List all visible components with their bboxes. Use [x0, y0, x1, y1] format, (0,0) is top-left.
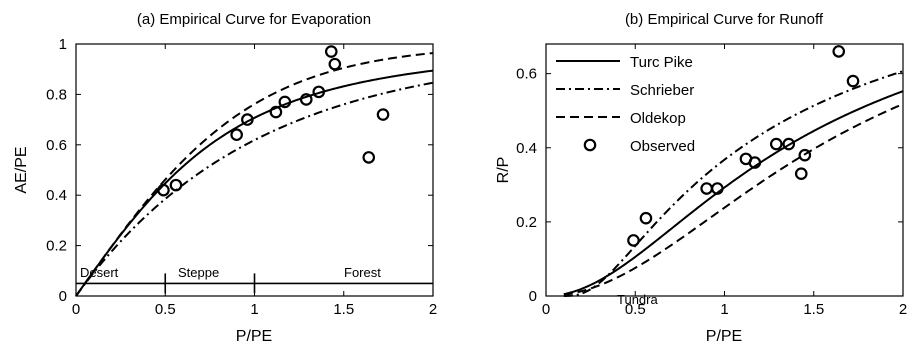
observed-point	[846, 74, 860, 88]
observed-point	[328, 57, 342, 71]
x-axis-label-evaporation: P/PE	[236, 328, 272, 345]
y-tick-label: 0.4	[516, 140, 537, 157]
legend-label-observed: Observed	[630, 138, 695, 155]
region-label-tundra: Tundra	[617, 292, 658, 307]
regions-evaporation: Desert Steppe Forest	[76, 265, 433, 294]
observed-point	[230, 128, 243, 142]
x-axis-label-runoff: P/PE	[706, 328, 742, 345]
legend-label-schrieber: Schrieber	[630, 82, 694, 99]
observed-point	[324, 45, 338, 58]
legend-label-turc-pike: Turc Pike	[630, 54, 693, 71]
observed-point	[700, 182, 713, 195]
y-axis-label-evaporation: AE/PE	[13, 146, 30, 193]
observed-point	[798, 148, 812, 162]
legend-marker-observed	[583, 138, 597, 152]
observed-point	[312, 85, 326, 99]
plot-frame-evaporation	[75, 43, 434, 297]
observed-point	[639, 211, 653, 225]
observed-point	[711, 182, 724, 195]
region-label-desert: Desert	[80, 265, 119, 280]
chart-title-runoff: (b) Empirical Curve for Runoff	[625, 11, 824, 28]
panel-evaporation: (a) Empirical Curve for Evaporation AE/P…	[13, 11, 437, 345]
observed-point	[832, 45, 846, 58]
series-line-schrieber	[563, 70, 904, 297]
legend-label-oldekop: Oldekop	[630, 110, 686, 127]
series-line-oldekop	[563, 103, 904, 296]
observed-point	[278, 95, 292, 109]
region-label-forest: Forest	[344, 265, 381, 280]
y-tick-label: 0	[529, 288, 537, 305]
observed-point	[241, 113, 254, 126]
observed-point	[269, 105, 283, 119]
region-label-steppe: Steppe	[178, 265, 219, 280]
y-tick-label: 0.4	[46, 187, 67, 204]
observed-point	[376, 108, 390, 121]
y-tick-label: 1	[59, 36, 67, 53]
x-tick-label: 0	[542, 301, 550, 318]
observed-point	[299, 93, 313, 106]
observed-point	[169, 178, 183, 192]
observed-points-evaporation	[157, 45, 390, 197]
observed-points-runoff	[627, 45, 860, 247]
series-line-oldekop	[75, 52, 434, 297]
observed-point	[748, 156, 762, 169]
y-tick-label: 0.6	[516, 66, 537, 83]
series-evaporation	[75, 52, 434, 297]
x-tick-label: 0.5	[155, 301, 176, 318]
legend-runoff: Turc Pike Schrieber Oldekop Observed	[556, 54, 695, 155]
observed-point	[794, 167, 808, 181]
y-tick-label: 0.6	[46, 137, 67, 154]
x-tick-label: 1.5	[333, 301, 354, 318]
x-tick-label: 1	[250, 301, 258, 318]
y-tick-label: 0.8	[46, 86, 67, 103]
y-axis-label-runoff: R/P	[495, 157, 512, 184]
ticks-evaporation: 0 0.5 1 1.5 2 0 0.2 0.4 0.6 0.8 1	[46, 36, 437, 318]
series-runoff	[563, 70, 904, 297]
observed-point	[769, 137, 783, 151]
x-tick-label: 0.5	[625, 301, 646, 318]
y-tick-label: 0	[59, 288, 67, 305]
plot-frame-runoff	[545, 43, 904, 297]
ticks-runoff: 0 0.5 1 1.5 2 0 0.2 0.4 0.6	[516, 44, 907, 318]
series-line-turc-pike	[75, 69, 434, 297]
series-line-turc-pike	[563, 90, 904, 296]
series-line-schrieber	[75, 81, 434, 297]
x-tick-label: 0	[72, 301, 80, 318]
x-tick-label: 2	[429, 301, 437, 318]
chart-title-evaporation: (a) Empirical Curve for Evaporation	[137, 11, 371, 28]
observed-point	[627, 234, 640, 247]
y-tick-label: 0.2	[516, 214, 537, 231]
panel-runoff: (b) Empirical Curve for Runoff R/P P/PE …	[495, 11, 907, 345]
observed-point	[157, 183, 170, 197]
x-tick-label: 1	[720, 301, 728, 318]
observed-point	[782, 137, 796, 151]
x-tick-label: 1.5	[803, 301, 824, 318]
x-tick-label: 2	[899, 301, 907, 318]
observed-point	[362, 151, 376, 164]
y-tick-label: 0.2	[46, 238, 67, 255]
